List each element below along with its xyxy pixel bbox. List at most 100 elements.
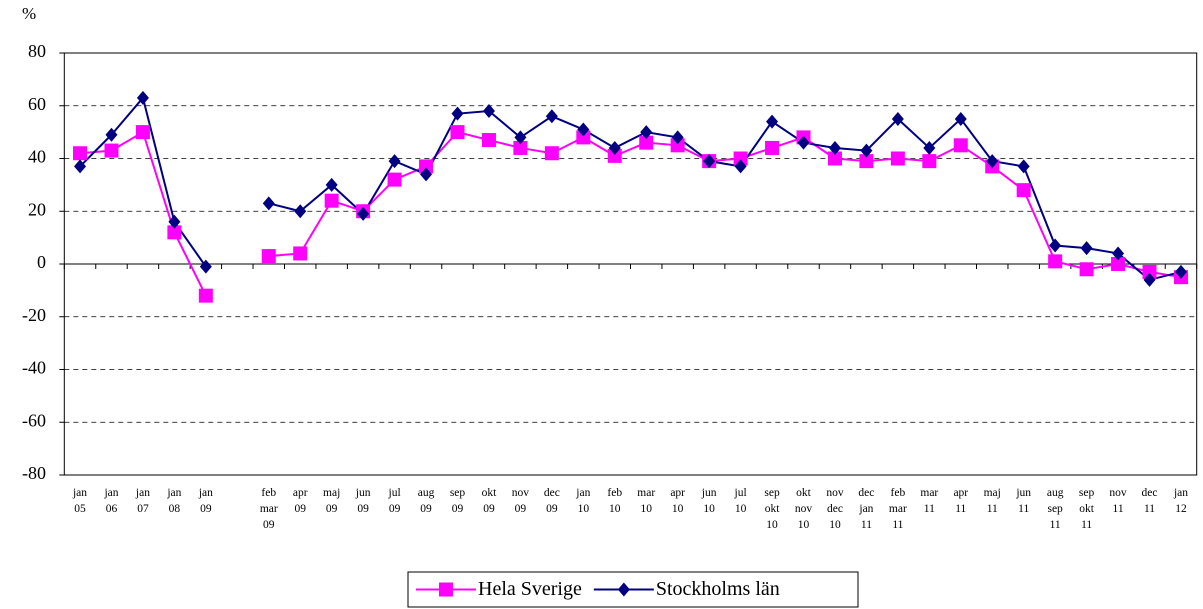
marker xyxy=(891,111,904,126)
marker xyxy=(73,146,88,161)
legend-marker xyxy=(439,582,453,597)
marker xyxy=(1080,241,1093,256)
marker xyxy=(1049,238,1062,253)
marker xyxy=(104,143,119,158)
marker xyxy=(1017,159,1030,174)
marker xyxy=(923,140,936,155)
legend-marker xyxy=(617,582,630,597)
y-tick-label: -20 xyxy=(22,305,46,325)
x-tick-label: nov 09 xyxy=(512,487,530,515)
legend-label: Stockholms län xyxy=(656,578,780,600)
x-tick-label: jan 05 xyxy=(72,487,87,515)
marker xyxy=(671,130,684,145)
x-tick-label: jan 06 xyxy=(103,487,118,515)
y-tick-label: 40 xyxy=(28,147,46,167)
x-tick-label: dec 09 xyxy=(544,487,560,515)
x-tick-label: jul 10 xyxy=(734,487,747,515)
marker xyxy=(576,130,591,145)
marker xyxy=(577,122,590,137)
marker xyxy=(1048,254,1063,269)
x-tick-label: feb 10 xyxy=(607,487,622,515)
x-tick-label: jun 11 xyxy=(1015,487,1031,515)
x-tick-label: jan 09 xyxy=(198,487,213,515)
x-tick-label: jan 10 xyxy=(575,487,590,515)
marker xyxy=(670,138,685,153)
marker xyxy=(640,125,653,140)
x-tick-label: apr 10 xyxy=(670,487,685,515)
marker xyxy=(451,106,464,121)
x-tick-label: dec 11 xyxy=(1142,487,1158,515)
marker xyxy=(797,135,810,150)
marker xyxy=(168,214,181,229)
marker xyxy=(1174,264,1187,279)
marker xyxy=(890,151,905,166)
x-tick-label: apr 09 xyxy=(293,487,308,515)
marker xyxy=(136,90,149,105)
x-tick-label: nov dec 10 xyxy=(826,487,844,531)
x-tick-label: jan 12 xyxy=(1173,487,1188,515)
marker xyxy=(859,154,874,169)
marker xyxy=(545,109,558,124)
x-tick-label: jan 07 xyxy=(135,487,150,515)
x-tick-label: maj 11 xyxy=(984,487,1001,515)
marker xyxy=(105,127,118,142)
marker xyxy=(135,125,150,140)
x-tick-label: feb mar 11 xyxy=(889,487,907,531)
marker xyxy=(1143,272,1156,287)
marker xyxy=(324,193,339,208)
series-line xyxy=(79,130,1182,297)
y-tick-label: 0 xyxy=(37,252,46,272)
marker xyxy=(703,154,716,169)
marker xyxy=(765,140,780,155)
marker xyxy=(513,140,528,155)
marker xyxy=(1016,183,1031,198)
x-tick-label: sep okt 10 xyxy=(764,487,780,531)
marker xyxy=(734,159,747,174)
marker xyxy=(387,172,402,187)
x-tick-label: jan 08 xyxy=(166,487,181,515)
marker xyxy=(262,196,275,211)
marker xyxy=(607,148,622,163)
x-tick-label: jul 09 xyxy=(388,487,401,515)
y-tick-label: -60 xyxy=(22,410,46,430)
y-tick-label: -40 xyxy=(22,358,46,378)
x-tick-label: okt nov 10 xyxy=(795,487,813,531)
marker xyxy=(1112,246,1125,261)
marker xyxy=(544,146,559,161)
x-tick-label: aug sep 11 xyxy=(1047,487,1064,531)
x-tick-label: maj 09 xyxy=(323,487,340,515)
y-tick-label: -80 xyxy=(22,463,46,483)
marker xyxy=(1142,264,1157,279)
marker xyxy=(639,135,654,150)
marker xyxy=(514,130,527,145)
x-tick-label: sep okt 11 xyxy=(1079,487,1095,531)
marker xyxy=(922,154,937,169)
marker xyxy=(860,143,873,158)
y-tick-label: 80 xyxy=(28,41,46,61)
x-tick-label: jun 10 xyxy=(701,487,717,515)
marker xyxy=(261,249,276,264)
legend-label: Hela Sverige xyxy=(478,578,582,600)
marker xyxy=(827,151,842,166)
marker xyxy=(1079,262,1094,277)
x-tick-label: apr 11 xyxy=(953,487,968,515)
marker xyxy=(325,177,338,192)
marker xyxy=(357,206,370,221)
x-tick-label: dec jan 11 xyxy=(858,487,874,531)
marker xyxy=(294,204,307,219)
x-tick-label: jun 09 xyxy=(355,487,371,515)
x-tick-label: mar 11 xyxy=(920,487,938,515)
x-tick-label: okt 09 xyxy=(482,487,498,515)
x-tick-label: aug 09 xyxy=(418,487,435,515)
marker xyxy=(198,288,213,303)
marker xyxy=(608,140,621,155)
y-tick-label: 20 xyxy=(28,199,46,219)
y-tick-label: 60 xyxy=(28,94,46,114)
marker xyxy=(199,259,212,274)
marker xyxy=(450,125,465,140)
series-line xyxy=(79,95,1182,281)
marker xyxy=(828,140,841,155)
marker xyxy=(74,159,87,174)
marker xyxy=(481,133,496,148)
